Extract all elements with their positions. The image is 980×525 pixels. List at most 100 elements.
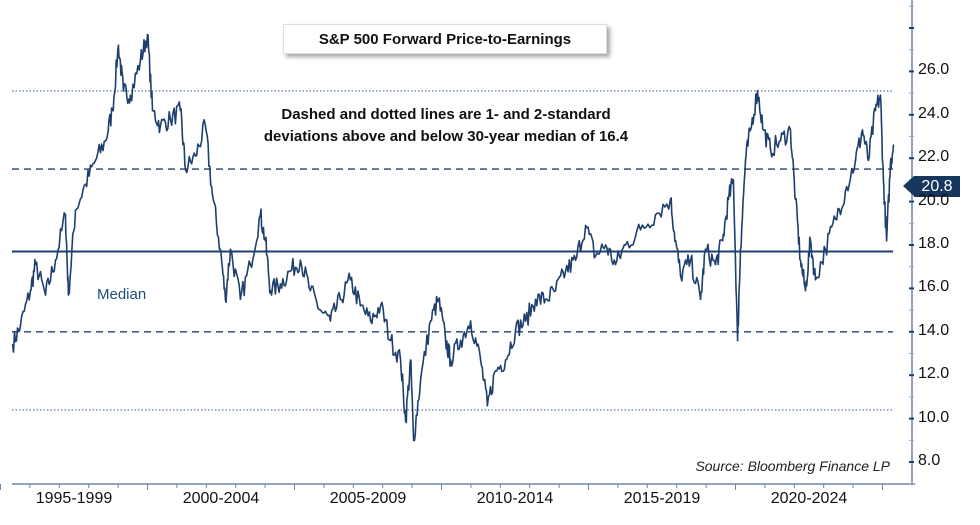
data-point [184,168,187,170]
annotation-line-1: Dashed and dotted lines are 1- and 2-sta… [281,106,611,123]
data-point [329,320,332,322]
data-point [194,155,197,157]
annotation-line-2: deviations above and below 30-year media… [263,128,629,145]
data-point [889,163,892,166]
data-point [449,359,452,361]
data-point [139,59,142,62]
x-tick-label: 2005-2009 [329,490,407,507]
data-point [469,320,472,322]
x-tick-label: 2015-2019 [623,490,701,507]
data-point [679,274,682,277]
median-label: Median [97,286,147,303]
data-point [122,90,125,92]
chart-title: S&P 500 Forward Price-to-Earnings [283,24,607,54]
data-point [867,159,870,162]
data-point [504,359,507,361]
data-point [669,198,672,201]
x-tick-label: 2010-2014 [476,490,554,507]
data-point [574,259,577,261]
data-point [204,124,207,127]
data-point [179,109,182,112]
data-point [809,239,812,242]
data-point [444,339,447,342]
data-point [704,248,707,251]
data-point [29,289,32,292]
data-point [814,278,817,281]
data-point [749,129,752,131]
x-tick-label: 2020-2024 [770,490,848,507]
data-point [64,213,67,216]
data-point [299,259,302,261]
data-point [224,298,227,301]
data-point [289,270,292,272]
data-point [721,239,724,242]
data-point [11,344,14,346]
data-point [804,289,807,292]
data-point [459,339,462,342]
data-point [129,94,132,97]
data-point [789,129,792,131]
data-point [494,370,497,372]
data-point [239,298,242,301]
data-point [54,259,57,261]
data-point [359,304,362,307]
data-point [349,278,352,281]
data-point [844,189,847,192]
data-point [412,439,415,442]
data-point [514,328,517,331]
data-point [874,109,877,112]
y-tick-label: 12.0 [918,365,950,383]
data-point [74,209,77,212]
data-point [739,248,742,251]
x-tick-label: 2000-2004 [182,490,260,507]
data-point [259,213,262,216]
data-point [699,298,702,301]
data-point [219,248,222,251]
y-tick-label: 24.0 [918,104,950,122]
data-point [309,289,312,292]
data-point [151,109,154,112]
y-tick-label: 10.0 [918,408,950,426]
data-point [94,159,97,162]
data-point [369,320,372,322]
y-tick-label: 14.0 [918,321,950,339]
data-point [379,304,382,307]
data-point [169,118,172,120]
data-point [689,259,692,261]
data-point [892,144,895,146]
data-point [779,140,782,142]
data-point [594,255,597,257]
data-point [437,298,440,301]
data-point [19,324,22,327]
y-tick-label: 20.0 [918,191,950,209]
data-point [524,320,527,322]
data-point [264,239,267,242]
data-point [854,159,857,162]
data-point [736,339,739,342]
data-point [339,298,342,301]
y-tick-label: 22.0 [918,148,950,166]
last-value-badge: 20.8 [903,176,960,197]
y-tick-label: 26.0 [918,61,950,79]
data-point [584,224,587,227]
data-point [544,298,547,301]
y-tick-label: 18.0 [918,235,950,252]
data-point [389,339,392,342]
data-point [714,263,717,266]
data-point [882,179,885,181]
data-point [419,378,422,381]
data-point [554,289,557,292]
data-point [44,294,47,296]
data-point [614,263,617,266]
data-point [564,270,567,272]
data-point [111,109,114,112]
data-point [479,359,482,361]
data-point [409,359,412,361]
data-point [794,198,797,201]
data-point [762,129,765,131]
data-point [249,263,252,266]
data-point [799,259,802,261]
data-point [279,283,282,285]
data-point [146,33,149,36]
